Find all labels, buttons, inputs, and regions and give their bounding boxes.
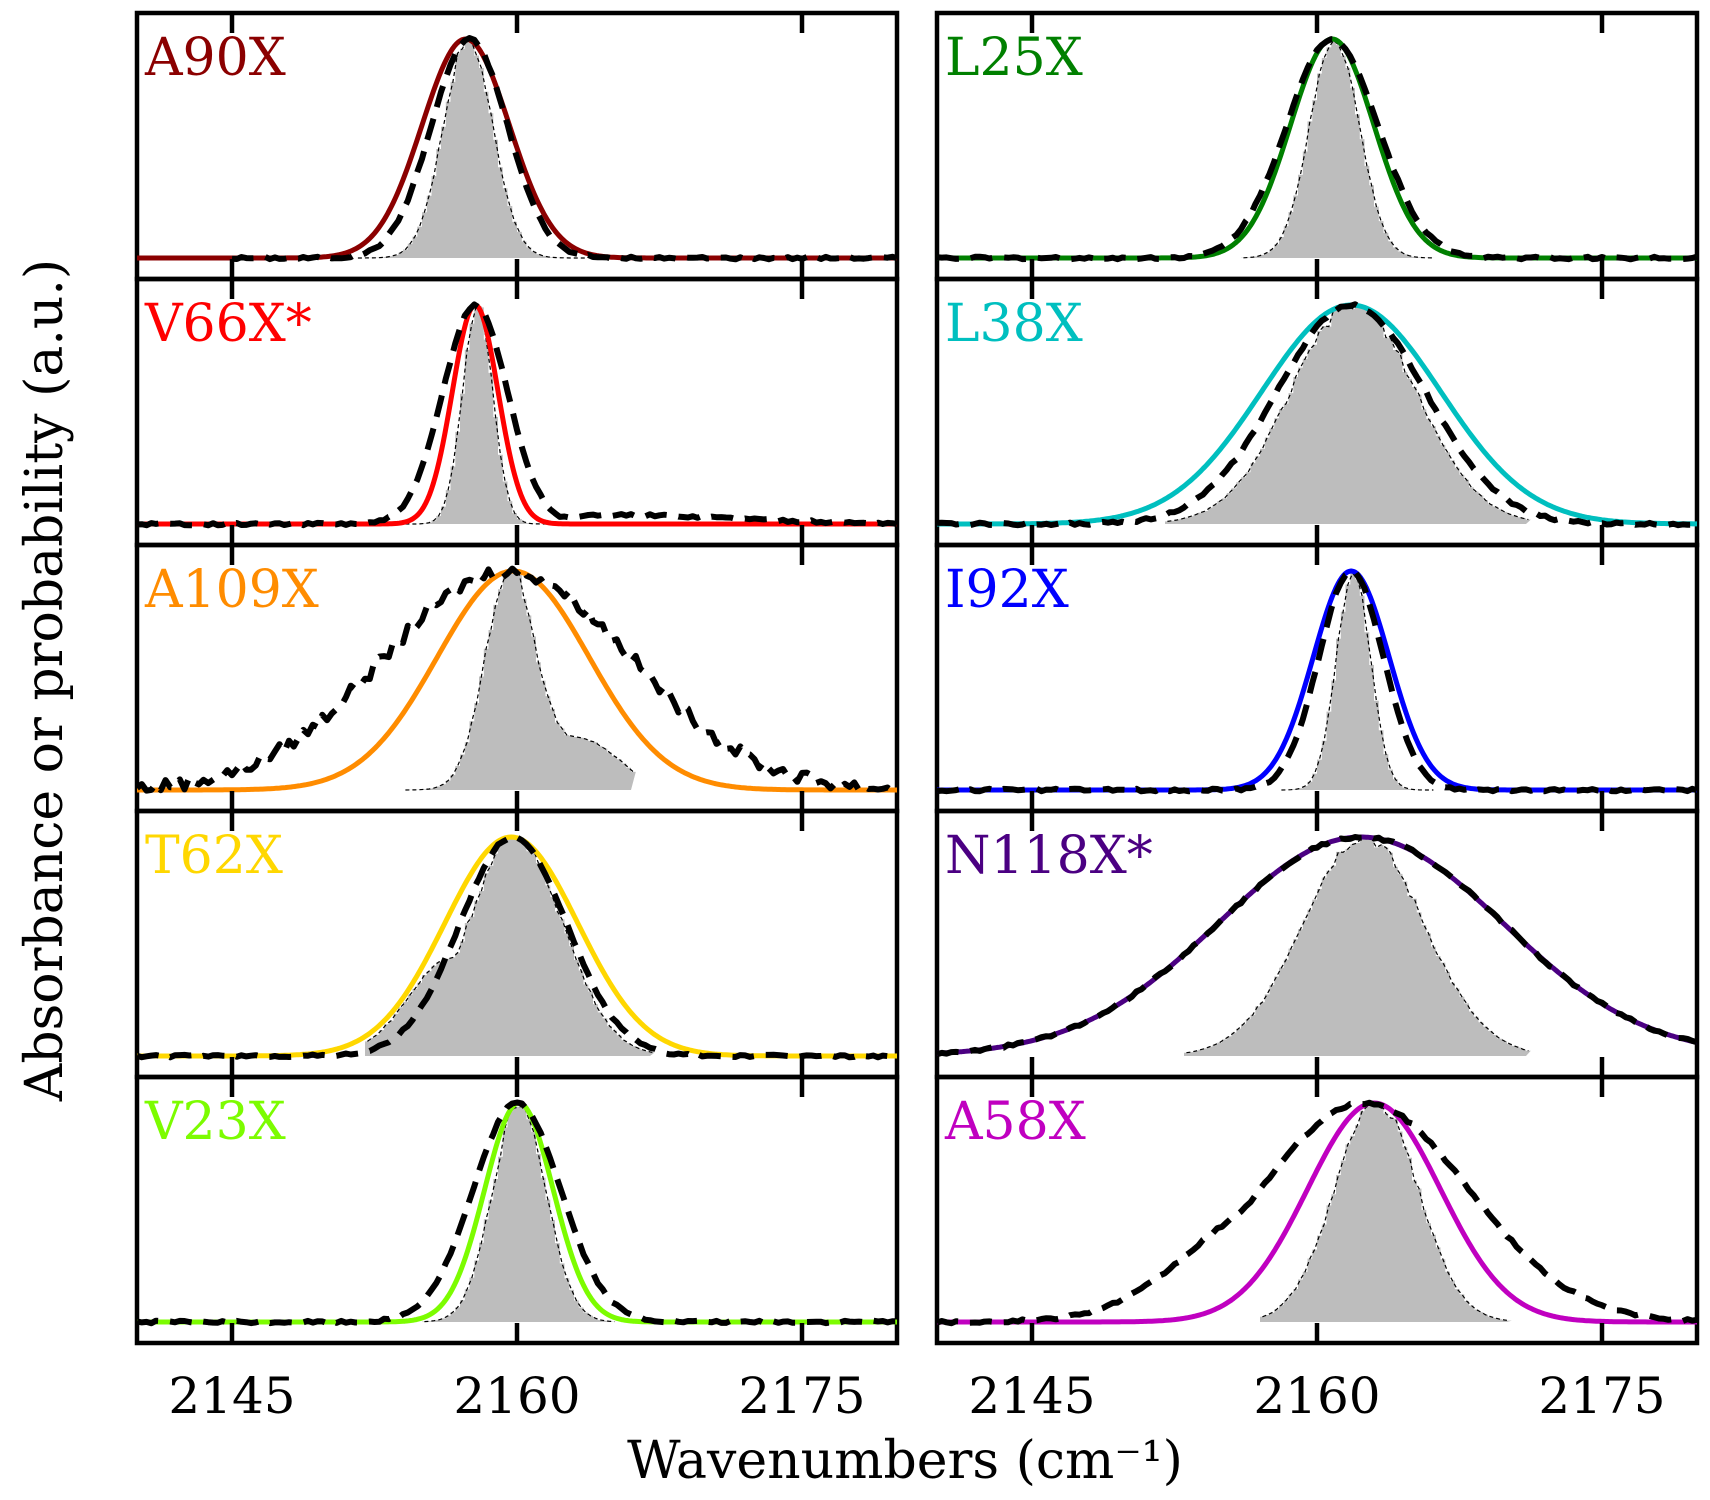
fit-curve [937, 1100, 1697, 1325]
panel-label: L38X [945, 294, 1083, 354]
experimental-curve [137, 301, 897, 529]
histogram [1184, 837, 1531, 1056]
x-tick-label: 2175 [738, 1367, 865, 1425]
panel-label: I92X [945, 560, 1069, 620]
panel-a90x: A90X [134, 10, 900, 282]
histogram [422, 1106, 617, 1322]
panel-l38x: L38X [934, 276, 1700, 548]
panel-label: A109X [144, 560, 319, 620]
panel-label: N118X* [945, 826, 1153, 886]
panel-label: T62X [145, 826, 283, 886]
histogram-outline [367, 836, 653, 1053]
panel-label: A90X [144, 28, 286, 88]
panel-a109x: A109X [134, 542, 900, 814]
experimental-curve [137, 833, 897, 1061]
panel-plot-area [137, 35, 897, 263]
panel-plot-area [937, 833, 1697, 1058]
panel-plot-area [137, 833, 897, 1061]
experimental-curve [137, 1099, 897, 1327]
histogram [1165, 305, 1531, 524]
panel-l25x: L25X [934, 10, 1700, 282]
x-axis-label: Wavenumbers (cm⁻¹) [627, 1431, 1183, 1491]
panel-plot-area [137, 1099, 897, 1327]
panel-label: L25X [945, 28, 1083, 88]
x-tick-label: 2175 [1538, 1367, 1665, 1425]
panel-plot-area [937, 568, 1697, 795]
panel-label: V66X* [144, 294, 312, 354]
panel-plot-area [937, 1099, 1697, 1327]
panel-plot-area [937, 301, 1697, 529]
histogram-outline [424, 1105, 615, 1323]
histogram-outline [1243, 39, 1434, 259]
histogram-outline [1262, 1102, 1510, 1322]
fit-curve [937, 302, 1697, 527]
panel-n118x-star: N118X* [934, 808, 1700, 1080]
x-tick-labels: 2145 2160 2175 2145 2160 2175 [168, 1367, 1665, 1425]
fit-curve [137, 302, 897, 527]
histogram-outline [357, 38, 586, 259]
panel-plot-area [137, 301, 897, 529]
experimental-curve [137, 565, 897, 794]
x-tick-label: 2145 [968, 1367, 1095, 1425]
histogram-outline [1186, 836, 1529, 1054]
x-tick-label: 2160 [453, 1367, 580, 1425]
panel-label: V23X [144, 1092, 286, 1152]
fit-curve [937, 568, 1697, 793]
histogram [403, 571, 636, 790]
panels: A90X V66X* A109X T62X V23X L25X L38X I92X N118X*… [134, 10, 1700, 1346]
panel-t62x: T62X [134, 808, 900, 1080]
panel-v66x-star: V66X* [134, 276, 900, 548]
histogram [1241, 40, 1436, 258]
panel-label: A58X [944, 1092, 1086, 1152]
histogram [403, 305, 570, 524]
y-axis-label: Absorbance or probability (a.u.) [15, 259, 75, 1102]
panel-plot-area [137, 565, 897, 794]
x-tick-label: 2160 [1253, 1367, 1380, 1425]
panel-a58x: A58X [934, 1074, 1700, 1346]
histogram [365, 837, 655, 1056]
experimental-curve [937, 36, 1697, 263]
experimental-curve [937, 833, 1697, 1058]
histogram [1260, 1103, 1512, 1322]
experimental-curve [937, 301, 1697, 529]
histogram [355, 39, 589, 258]
histogram [1279, 573, 1436, 790]
panel-v23x: V23X [134, 1074, 900, 1346]
panel-plot-area [937, 36, 1697, 263]
panel-i92x: I92X [934, 542, 1700, 814]
experimental-curve [231, 35, 897, 263]
x-tick-label: 2145 [168, 1367, 295, 1425]
experimental-curve [937, 1099, 1697, 1327]
